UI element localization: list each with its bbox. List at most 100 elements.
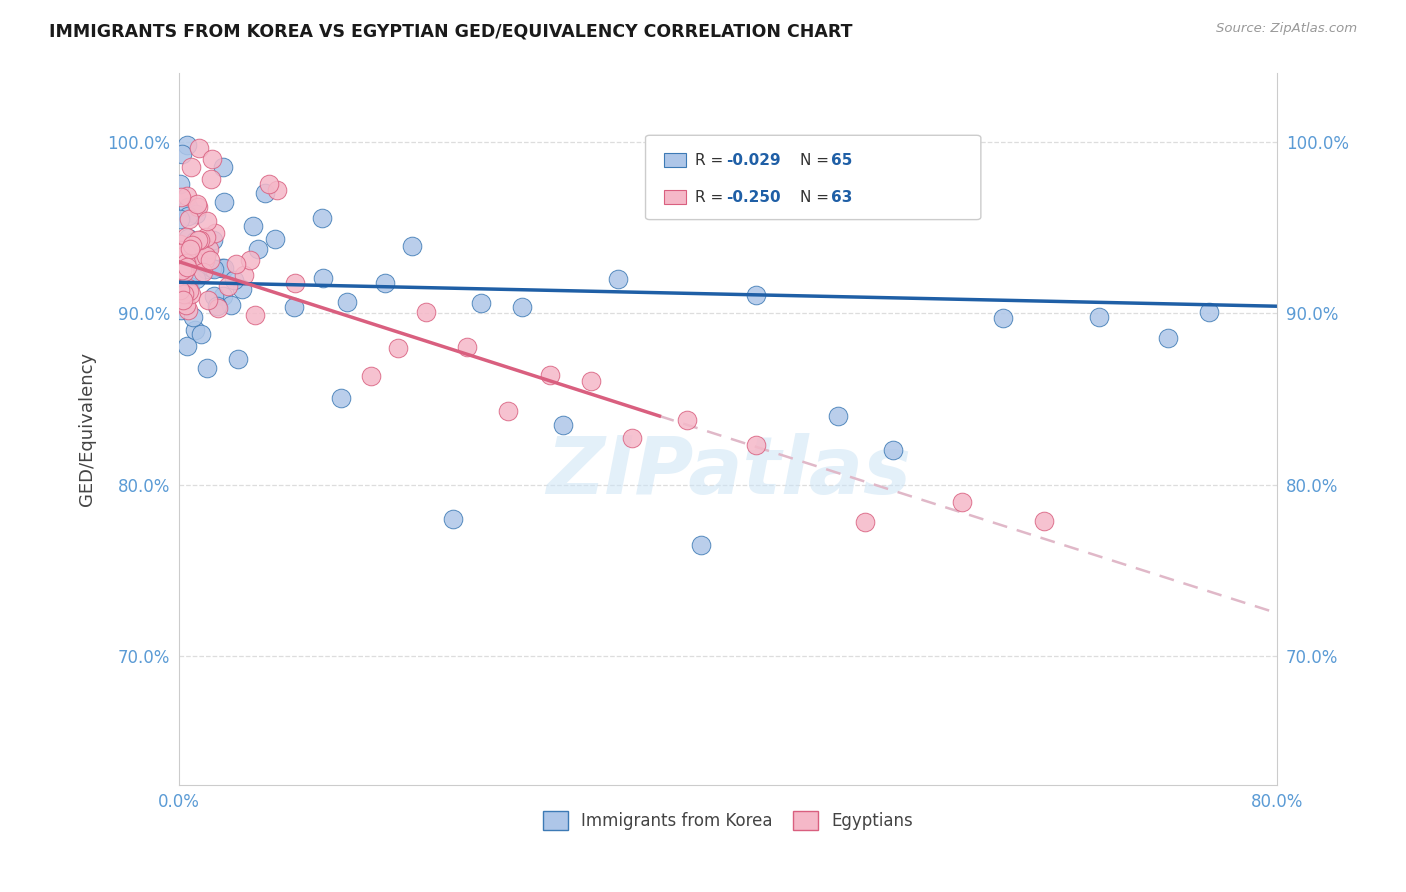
Point (198, 242, 221, 256)
Point (187, 252, 209, 267)
Point (170, 263, 193, 277)
Point (176, 138, 198, 153)
Point (177, 210, 200, 224)
Text: -0.029: -0.029 (725, 153, 780, 168)
Point (190, 326, 212, 341)
Point (225, 257, 247, 271)
Point (284, 276, 307, 290)
Point (211, 289, 233, 303)
Point (202, 261, 225, 276)
Point (1033, 514, 1056, 528)
Point (179, 242, 201, 256)
Point (243, 309, 266, 323)
Point (169, 178, 191, 192)
Point (374, 276, 396, 290)
Point (510, 300, 533, 314)
Text: Source: ZipAtlas.com: Source: ZipAtlas.com (1216, 22, 1357, 36)
Point (176, 189, 198, 203)
Point (170, 146, 193, 161)
Point (441, 512, 464, 526)
Point (620, 431, 643, 445)
Point (170, 277, 193, 291)
Text: R =: R = (695, 153, 728, 168)
Point (401, 239, 423, 253)
Text: N =: N = (800, 190, 834, 204)
Point (181, 310, 204, 325)
Point (212, 194, 235, 209)
Point (169, 237, 191, 252)
Point (193, 252, 215, 267)
Point (219, 298, 242, 312)
Point (187, 200, 209, 214)
Point (329, 391, 352, 405)
Point (827, 409, 849, 423)
Point (176, 298, 198, 312)
Point (170, 190, 193, 204)
Point (470, 296, 492, 310)
Point (169, 283, 191, 297)
Text: N =: N = (800, 153, 834, 168)
Point (212, 260, 235, 275)
Point (217, 279, 239, 293)
Point (264, 232, 287, 246)
Point (204, 227, 226, 241)
Point (233, 268, 256, 282)
Point (181, 237, 204, 252)
Point (174, 256, 197, 270)
Text: 63: 63 (831, 190, 852, 204)
Point (211, 260, 233, 275)
Point (231, 282, 253, 296)
Point (676, 413, 699, 427)
Point (170, 302, 193, 317)
Y-axis label: GED/Equivalency: GED/Equivalency (79, 351, 96, 506)
Point (179, 278, 201, 293)
Point (180, 161, 202, 175)
Point (204, 289, 226, 303)
Point (174, 230, 197, 244)
Text: -0.250: -0.250 (725, 190, 780, 204)
Point (177, 231, 200, 245)
Point (283, 300, 305, 314)
Point (173, 288, 195, 302)
Point (950, 494, 973, 508)
Point (195, 214, 218, 228)
Point (744, 438, 766, 452)
Text: ZIPatlas: ZIPatlas (546, 433, 911, 510)
Point (186, 206, 208, 220)
Point (179, 284, 201, 298)
Point (190, 244, 212, 258)
Point (360, 368, 382, 383)
Point (187, 233, 209, 247)
Point (176, 281, 198, 295)
Point (456, 340, 478, 354)
Point (194, 261, 217, 276)
Point (169, 211, 191, 226)
Point (744, 287, 766, 301)
Point (174, 247, 197, 261)
Point (1156, 331, 1178, 345)
Point (198, 252, 221, 267)
Point (169, 244, 191, 258)
Point (200, 260, 222, 275)
Point (991, 311, 1014, 326)
Point (242, 219, 264, 233)
Point (173, 287, 195, 301)
Point (197, 293, 219, 308)
Point (855, 515, 877, 529)
Point (174, 285, 197, 299)
Point (184, 234, 207, 248)
Point (247, 242, 270, 256)
Point (239, 253, 262, 268)
Point (498, 403, 520, 417)
Point (186, 272, 208, 286)
Point (177, 200, 200, 214)
Point (176, 339, 198, 353)
Text: IMMIGRANTS FROM KOREA VS EGYPTIAN GED/EQUIVALENCY CORRELATION CHART: IMMIGRANTS FROM KOREA VS EGYPTIAN GED/EQ… (49, 22, 852, 40)
Point (882, 443, 904, 458)
Point (172, 293, 194, 307)
Point (195, 361, 218, 376)
Point (177, 211, 200, 226)
Point (312, 271, 335, 285)
Point (212, 161, 235, 175)
Point (201, 152, 224, 166)
